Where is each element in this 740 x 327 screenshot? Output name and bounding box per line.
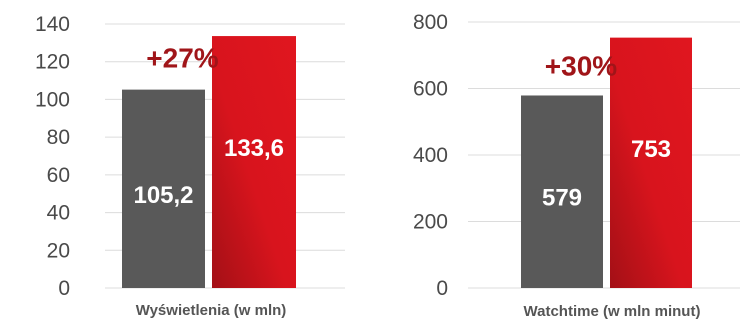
y-tick-label: 20: [47, 239, 70, 262]
y-tick-label: 140: [35, 13, 70, 36]
y-tick-label: 800: [413, 11, 448, 34]
growth-label: +30%: [545, 50, 617, 81]
y-tick-label: 80: [47, 126, 70, 149]
y-tick-label: 60: [47, 164, 70, 187]
x-axis-label: Wyświetlenia (w mln): [136, 302, 287, 319]
y-tick-label: 0: [436, 277, 448, 300]
bar-value-label: 753: [631, 136, 671, 163]
chart-2: 0 200 400 600 800 579 753 +30% Watchtime (w mln …: [413, 11, 740, 320]
bar-previous: [122, 89, 205, 288]
bar-previous: [521, 95, 603, 288]
y-tick-label: 400: [413, 144, 448, 167]
growth-label: +27%: [146, 43, 218, 74]
y-tick-label: 600: [413, 78, 448, 101]
chart-1: 0 20 40 60 80 100 120 140 105,2 133,6 +27% Wyświetl…: [35, 13, 345, 319]
y-tick-label: 100: [35, 88, 70, 111]
y-tick-label: 200: [413, 211, 448, 234]
y-tick-label: 0: [58, 277, 70, 300]
bar-current: [610, 37, 692, 288]
bar-value-label: 133,6: [224, 135, 284, 162]
y-tick-label: 120: [35, 51, 70, 74]
x-axis-label: Watchtime (w mln minut): [524, 303, 701, 320]
bar-value-label: 579: [542, 185, 582, 212]
bar-current: [212, 36, 296, 288]
y-tick-label: 40: [47, 202, 70, 225]
bar-value-label: 105,2: [133, 182, 193, 209]
